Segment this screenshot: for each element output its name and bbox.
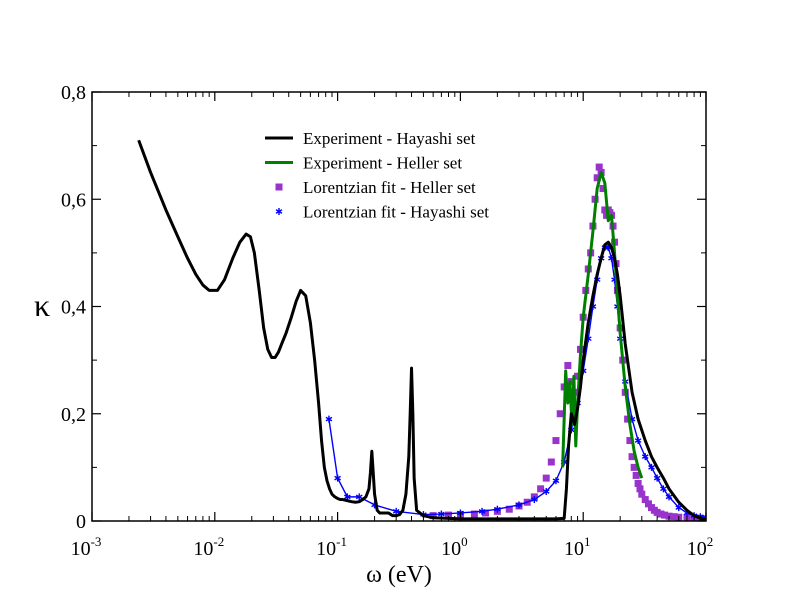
data-point xyxy=(537,485,545,493)
legend-item: Lorentzian fit - Heller set xyxy=(275,178,476,197)
y-tick-label: 0,6 xyxy=(61,189,86,211)
data-point xyxy=(593,174,601,182)
data-point xyxy=(542,474,550,482)
data-point xyxy=(634,437,642,445)
series-layer xyxy=(137,139,706,521)
legend-label: Lorentzian fit - Hayashi set xyxy=(303,203,489,222)
data-point xyxy=(626,437,634,445)
data-point xyxy=(641,453,649,461)
x-tick-label: 102 xyxy=(687,534,714,560)
data-point xyxy=(595,163,603,171)
data-point xyxy=(636,485,644,493)
data-point xyxy=(657,510,665,518)
data-point xyxy=(632,471,640,479)
y-tick-label: 0,4 xyxy=(61,297,86,319)
y-tick-label: 0 xyxy=(76,511,86,533)
data-point xyxy=(392,507,400,515)
legend-swatch xyxy=(275,183,283,191)
data-point xyxy=(470,510,478,518)
data-point xyxy=(661,511,669,519)
data-point xyxy=(552,477,560,485)
data-point xyxy=(556,410,564,418)
data-point xyxy=(481,509,489,517)
x-axis-label: ω (eV) xyxy=(366,562,432,588)
legend-swatch xyxy=(275,208,283,215)
data-point xyxy=(334,474,341,482)
y-axis-label: κ xyxy=(34,287,50,323)
legend-item: Experiment - Heller set xyxy=(265,154,462,173)
x-tick-label: 10-2 xyxy=(193,534,224,560)
data-point xyxy=(634,479,642,487)
data-point xyxy=(444,511,452,519)
data-point xyxy=(653,508,661,516)
data-point xyxy=(630,463,638,471)
data-point xyxy=(675,504,683,512)
data-point xyxy=(542,488,550,496)
x-tick-label: 100 xyxy=(441,534,468,560)
legend-label: Experiment - Heller set xyxy=(303,154,462,173)
legend-item: Lorentzian fit - Hayashi set xyxy=(275,203,489,222)
data-point xyxy=(515,501,523,509)
x-tick-label: 10-3 xyxy=(71,534,102,560)
legend: Experiment - Hayashi set Experiment - Hel… xyxy=(265,129,489,222)
legend-label: Experiment - Hayashi set xyxy=(303,129,476,148)
data-point xyxy=(599,185,607,193)
data-point xyxy=(670,513,678,521)
series-experiment-heller-set xyxy=(561,170,644,479)
data-point xyxy=(648,463,655,471)
y-tick-label: 0,8 xyxy=(61,82,86,104)
series-line-lorentzian-fit-hayashi-set xyxy=(328,246,706,519)
legend-label: Lorentzian fit - Heller set xyxy=(303,178,476,197)
x-tick-label: 101 xyxy=(564,534,591,560)
data-point xyxy=(641,496,649,504)
data-point xyxy=(574,372,582,380)
data-point xyxy=(660,485,667,493)
data-point xyxy=(494,505,501,513)
data-point xyxy=(665,493,673,501)
data-point xyxy=(478,507,486,515)
axis-layer: 10-3 10-2 10-1 100 101 102 0 0,2 0,4 0,6 0,8 xyxy=(61,82,713,560)
data-point xyxy=(653,474,661,482)
data-point xyxy=(505,505,513,513)
series-line-experiment-heller-set xyxy=(561,170,644,479)
data-point xyxy=(355,493,363,501)
data-point xyxy=(638,490,646,498)
data-point xyxy=(547,458,555,466)
data-point xyxy=(644,500,652,508)
data-point xyxy=(429,512,437,520)
data-point xyxy=(564,361,572,369)
data-point xyxy=(552,437,560,445)
y-tick-label: 0,2 xyxy=(61,404,86,426)
series-line-experiment-hayashi-set xyxy=(137,139,706,521)
data-point xyxy=(325,415,333,423)
data-point xyxy=(624,415,632,423)
series-experiment-hayashi-set xyxy=(137,139,706,521)
series-lorentzian-fit-hayashi-set xyxy=(325,244,706,521)
data-point xyxy=(628,453,636,461)
data-point xyxy=(530,496,538,504)
legend-item: Experiment - Hayashi set xyxy=(265,129,476,148)
x-tick-label: 10-1 xyxy=(316,534,347,560)
